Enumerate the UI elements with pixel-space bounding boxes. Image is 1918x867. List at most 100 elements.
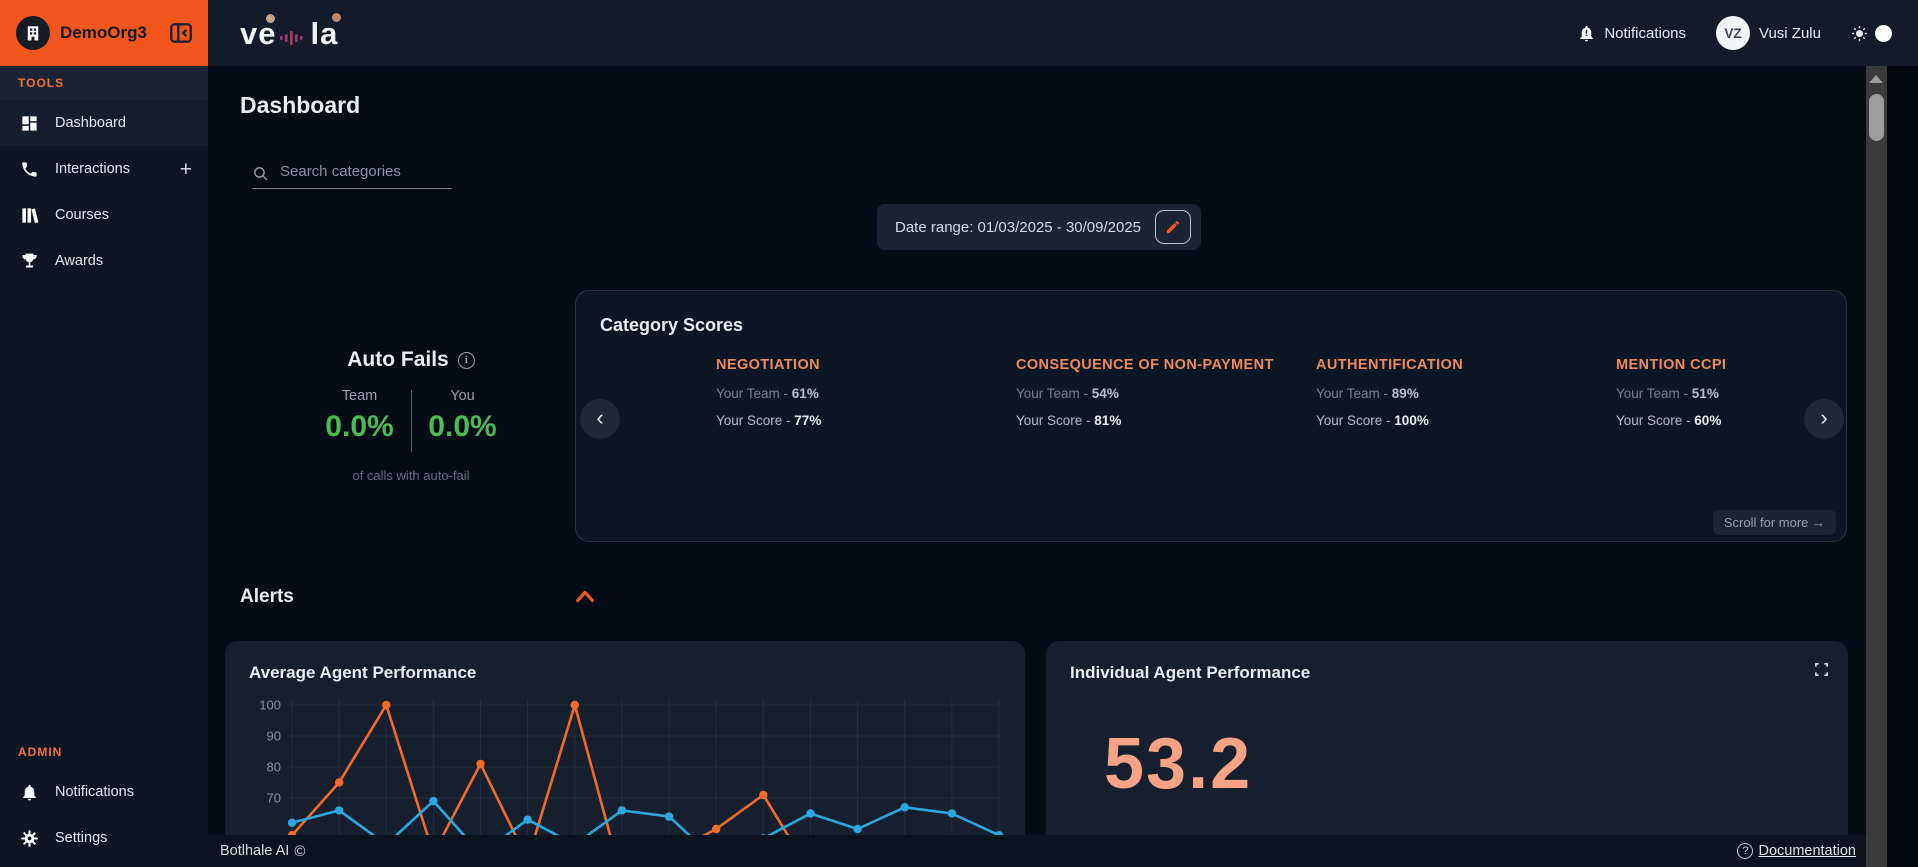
trophy-icon [18,252,40,271]
pencil-icon [1165,219,1181,235]
your-score-value: 77% [794,413,821,428]
footer: Botlhale AI © ? Documentation [208,835,1866,867]
category-name: MENTION CCPI [1616,357,1866,373]
sidebar-item-awards[interactable]: Awards [0,238,208,284]
info-icon[interactable]: i [458,352,475,369]
search-input[interactable] [252,158,452,189]
topbar-notifications-button[interactable]: Notifications [1577,24,1686,43]
team-score-value: 89% [1392,386,1419,401]
svg-text:100: 100 [259,698,281,713]
category-item: NEGOTIATION Your Team - 61% Your Score -… [716,357,1006,440]
tools-section-header: TOOLS [0,66,208,100]
svg-text:80: 80 [267,760,281,775]
sidebar-item-interactions[interactable]: Interactions + [0,146,208,192]
auto-fails-title: Auto Fails [347,348,449,372]
individual-performance-value: 53.2 [1104,723,1252,805]
team-score-value: 51% [1692,386,1719,401]
org-avatar [16,16,50,50]
category-item: CONSEQUENCE OF NON-PAYMENT Your Team - 5… [1016,357,1306,440]
alerts-title: Alerts [240,586,294,608]
org-name: DemoOrg3 [60,23,158,43]
expand-button[interactable] [1813,661,1830,681]
topbar: ve la [208,0,1918,66]
main-row: Dashboard Date range: 01/03/2025 - 30/09… [208,66,1918,867]
theme-switch [1851,25,1892,42]
scroll-for-more-hint: Scroll for more → [1713,510,1836,535]
your-score-label: Your Score - [1316,413,1394,428]
your-score-value: 100% [1394,413,1429,428]
bell-alert-icon [1577,24,1596,43]
sidebar-item-notifications[interactable]: Notifications [0,769,208,815]
bell-icon [18,783,40,802]
category-item: AUTHENTIFICATION Your Team - 89% Your Sc… [1316,357,1606,440]
content: Dashboard Date range: 01/03/2025 - 30/09… [208,66,1866,867]
carousel-next-button[interactable]: › [1804,399,1844,439]
avatar: VZ [1716,16,1750,50]
theme-toggle[interactable] [1875,25,1892,42]
your-score-label: Your Score - [1016,413,1094,428]
individual-performance-title: Individual Agent Performance [1070,663,1310,683]
sidebar-item-label: Awards [55,253,103,269]
footer-brand: Botlhale AI [220,843,289,859]
team-score-label: Your Team - [1016,386,1092,401]
building-icon [24,24,42,42]
collapse-panel-icon [168,20,194,46]
sidebar-item-label: Dashboard [55,115,126,131]
team-score-value: 61% [792,386,819,401]
search-field [252,158,452,189]
individual-performance-card: Individual Agent Performance 53.2 [1046,641,1848,867]
fullscreen-icon [1813,661,1830,678]
dashboard-grid-icon [18,114,40,133]
books-icon [18,206,40,225]
carousel-prev-button[interactable]: ‹ [580,399,620,439]
category-scores-title: Category Scores [600,315,743,336]
app-logo[interactable]: ve la [240,18,338,49]
copyright-icon: © [294,843,305,860]
topbar-right: Notifications VZ Vusi Zulu [1577,16,1892,50]
add-interaction-button[interactable]: + [180,159,192,180]
app-root: DemoOrg3 TOOLS Dashboard [0,0,1918,867]
user-menu[interactable]: VZ Vusi Zulu [1716,16,1821,50]
date-range-chip: Date range: 01/03/2025 - 30/09/2025 [877,204,1201,250]
sidebar-item-courses[interactable]: Courses [0,192,208,238]
category-scores-card: Category Scores ‹ NEGOTIATION Your Team … [575,290,1847,542]
team-score-value: 54% [1092,386,1119,401]
scrollbar-track[interactable] [1866,66,1887,867]
category-name: AUTHENTIFICATION [1316,357,1606,373]
team-score-label: Your Team - [1616,386,1692,401]
help-icon: ? [1737,843,1753,859]
you-label: You [412,388,514,404]
sidebar: DemoOrg3 TOOLS Dashboard [0,0,208,867]
search-icon [252,165,269,182]
sidebar-item-dashboard[interactable]: Dashboard [0,100,208,146]
your-score-value: 60% [1694,413,1721,428]
svg-text:90: 90 [267,729,281,744]
gear-icon [18,829,40,848]
scrollbar-up-arrow-icon[interactable] [1869,75,1883,83]
alerts-collapse-button[interactable] [574,588,596,607]
main-area: ve la [208,0,1918,867]
sidebar-item-label: Notifications [55,784,134,800]
team-score-label: Your Team - [1316,386,1392,401]
sun-icon [1851,25,1868,42]
logo-decor-dot [332,13,341,22]
you-auto-fail: You 0.0% [412,388,514,452]
scrollbar-thumb[interactable] [1869,94,1884,141]
your-score-label: Your Score - [1616,413,1694,428]
auto-fails-caption: of calls with auto-fail [296,468,526,483]
sidebar-item-label: Settings [55,830,107,846]
chevron-up-icon [574,588,596,604]
documentation-link[interactable]: Documentation [1758,843,1856,859]
edit-date-range-button[interactable] [1155,210,1191,244]
team-score-label: Your Team - [716,386,792,401]
sidebar-collapse-button[interactable] [168,20,194,46]
sidebar-item-settings[interactable]: Settings [0,815,208,861]
tools-label: TOOLS [0,66,208,100]
date-range-label: Date range: 01/03/2025 - 30/09/2025 [895,219,1141,236]
sidebar-spacer [0,284,208,735]
category-name: NEGOTIATION [716,357,1006,373]
you-auto-fail-value: 0.0% [412,410,514,444]
logo-text-right: la [310,18,338,49]
phone-icon [18,160,40,179]
topbar-notifications-label: Notifications [1604,25,1686,42]
